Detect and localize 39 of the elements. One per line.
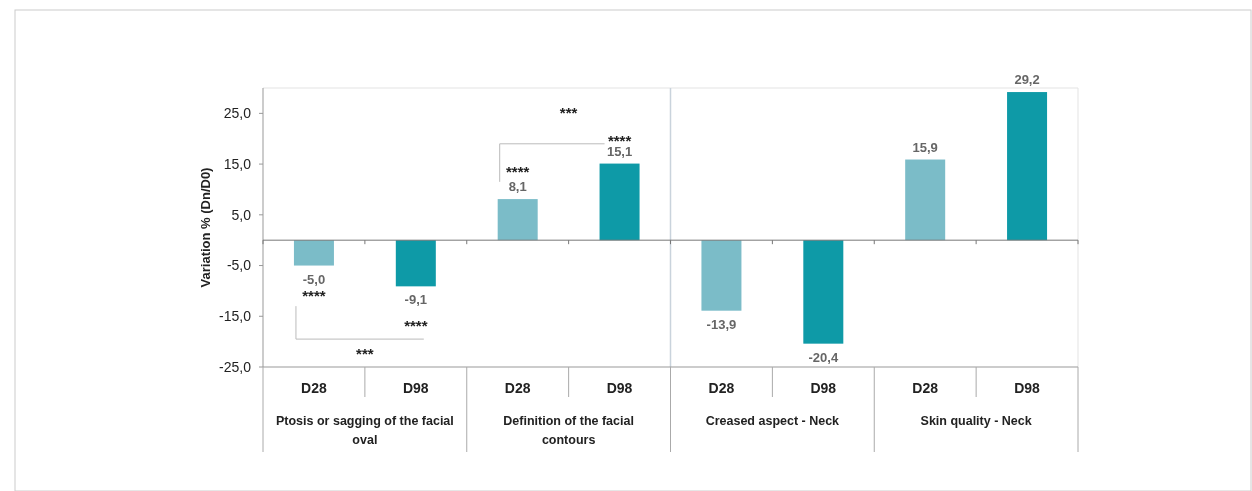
bar xyxy=(1007,92,1048,241)
x-tick-label: D98 xyxy=(1014,380,1041,396)
y-tick-label: 5,0 xyxy=(231,206,252,223)
x-tick-label: D98 xyxy=(810,380,837,396)
x-tick-label: D98 xyxy=(402,380,429,396)
annotation: **** xyxy=(302,287,326,305)
x-tick-label: D28 xyxy=(708,380,735,396)
data-label: 15,9 xyxy=(912,139,938,155)
data-label: 8,1 xyxy=(508,179,527,195)
y-tick-label: 25,0 xyxy=(223,105,252,122)
text: Definition of the facial contours xyxy=(503,414,634,447)
bar xyxy=(905,159,946,241)
y-tick-label: -5,0 xyxy=(226,257,252,274)
data-label: -20,4 xyxy=(808,349,839,365)
x-tick-label: D98 xyxy=(606,380,633,396)
y-axis-title: Variation % (Dn/D0) xyxy=(198,167,213,288)
data-label: -13,9 xyxy=(706,316,737,332)
bar xyxy=(497,199,538,241)
x-tick-label: D28 xyxy=(912,380,939,396)
annotation: **** xyxy=(404,317,428,335)
annotation: *** xyxy=(559,104,578,122)
text: Skin quality - Neck xyxy=(920,414,1032,428)
data-label: -5,0 xyxy=(302,271,326,287)
bar xyxy=(293,240,334,266)
bar xyxy=(701,240,742,311)
y-tick-label: -15,0 xyxy=(219,308,252,325)
bar xyxy=(599,163,640,241)
bar xyxy=(395,240,436,287)
y-tick-label: 15,0 xyxy=(223,155,252,172)
y-tick-label: -25,0 xyxy=(219,358,252,375)
text: Ptosis or sagging of the facial oval xyxy=(275,414,454,447)
annotation: **** xyxy=(506,162,530,180)
bar xyxy=(803,240,844,344)
x-tick-label: D28 xyxy=(504,380,531,396)
x-tick-label: D28 xyxy=(301,380,327,396)
data-label: 29,2 xyxy=(1014,72,1040,88)
data-label: -9,1 xyxy=(404,292,428,308)
text: Creased aspect - Neck xyxy=(705,414,840,428)
annotation: *** xyxy=(356,345,374,363)
